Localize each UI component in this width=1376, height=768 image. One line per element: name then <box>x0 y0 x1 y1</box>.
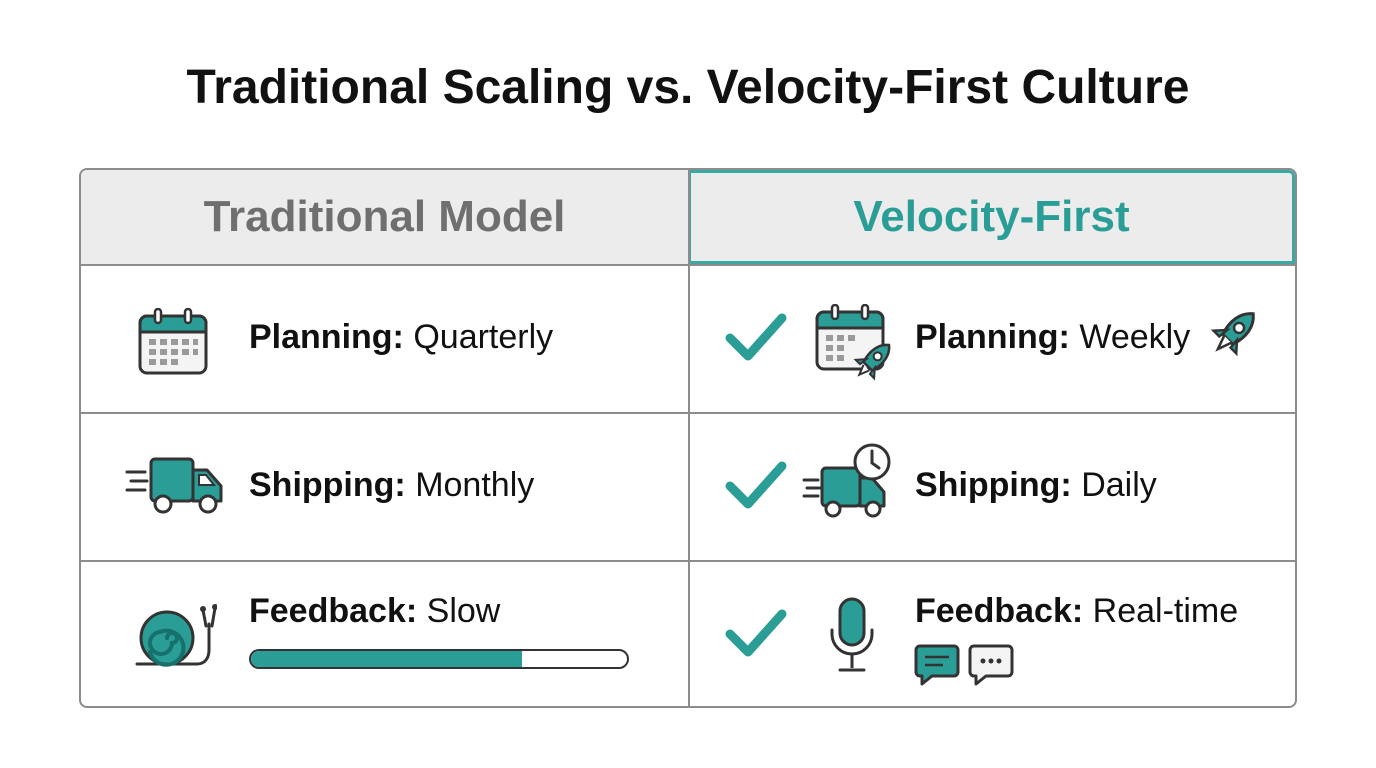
header-traditional-model: Traditional Model <box>81 170 688 264</box>
velocity-feedback-cell: Feedback: Real-time <box>690 562 1295 706</box>
row-divider <box>81 264 1295 266</box>
traditional-shipping-cell: Shipping: Monthly <box>81 414 688 560</box>
feedback-progress-bar <box>249 649 629 669</box>
traditional-planning-label: Planning: Quarterly <box>249 318 554 356</box>
chat-bubble-icon <box>914 644 960 686</box>
delivery-truck-clock-icon <box>802 443 891 518</box>
traditional-planning-cell: Planning: Quarterly <box>81 266 688 412</box>
traditional-feedback-label: Feedback: Slow <box>249 592 501 630</box>
calendar-icon <box>138 308 208 375</box>
checkmark-icon <box>725 609 787 657</box>
traditional-shipping-label: Shipping: Monthly <box>249 466 535 504</box>
row-divider <box>81 560 1295 562</box>
rocket-icon <box>1210 312 1255 357</box>
delivery-truck-icon <box>125 457 223 514</box>
calendar-rocket-icon <box>815 304 891 381</box>
velocity-shipping-label: Shipping: Daily <box>915 466 1157 504</box>
velocity-shipping-cell: Shipping: Daily <box>690 414 1295 560</box>
checkmark-icon <box>725 461 787 509</box>
chat-dots-icon <box>968 644 1014 686</box>
velocity-planning-cell: Planning: Weekly <box>690 266 1295 412</box>
page-title: Traditional Scaling vs. Velocity-First C… <box>186 61 1190 114</box>
velocity-planning-label: Planning: Weekly <box>915 318 1191 356</box>
header-velocity-first: Velocity-First <box>688 170 1295 264</box>
checkmark-icon <box>725 313 787 361</box>
row-divider <box>81 412 1295 414</box>
column-divider <box>688 170 690 706</box>
microphone-icon <box>830 597 874 672</box>
comparison-table: Traditional Model Velocity-First Plannin… <box>79 168 1297 708</box>
feedback-progress-fill <box>251 651 522 667</box>
snail-icon <box>135 604 217 667</box>
traditional-feedback-cell: Feedback: Slow <box>81 562 688 706</box>
velocity-feedback-label: Feedback: Real-time <box>915 592 1239 630</box>
